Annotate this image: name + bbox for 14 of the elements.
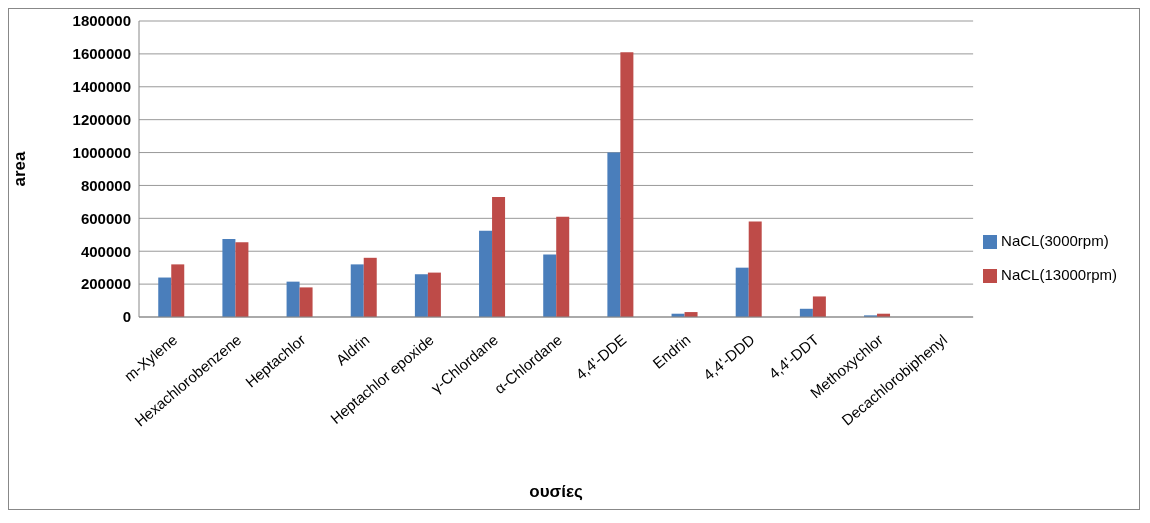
y-tick-label: 1600000 [72,45,131,63]
y-tick-label: 400000 [80,242,131,260]
x-axis-title: ουσίες [529,482,583,501]
y-tick-label: 600000 [80,209,131,227]
y-tick-label: 1800000 [72,12,131,30]
y-tick-label: 1000000 [72,143,131,161]
y-tick-label: 1200000 [72,110,131,128]
legend-label: NaCL(13000rpm) [1001,266,1117,283]
y-tick-label: 0 [122,308,131,326]
y-tick-label: 200000 [80,275,131,293]
legend-label: NaCL(3000rpm) [1001,232,1109,249]
y-tick-label: 800000 [80,176,131,194]
y-axis-title: area [10,150,30,187]
y-tick-label: 1400000 [72,78,131,96]
